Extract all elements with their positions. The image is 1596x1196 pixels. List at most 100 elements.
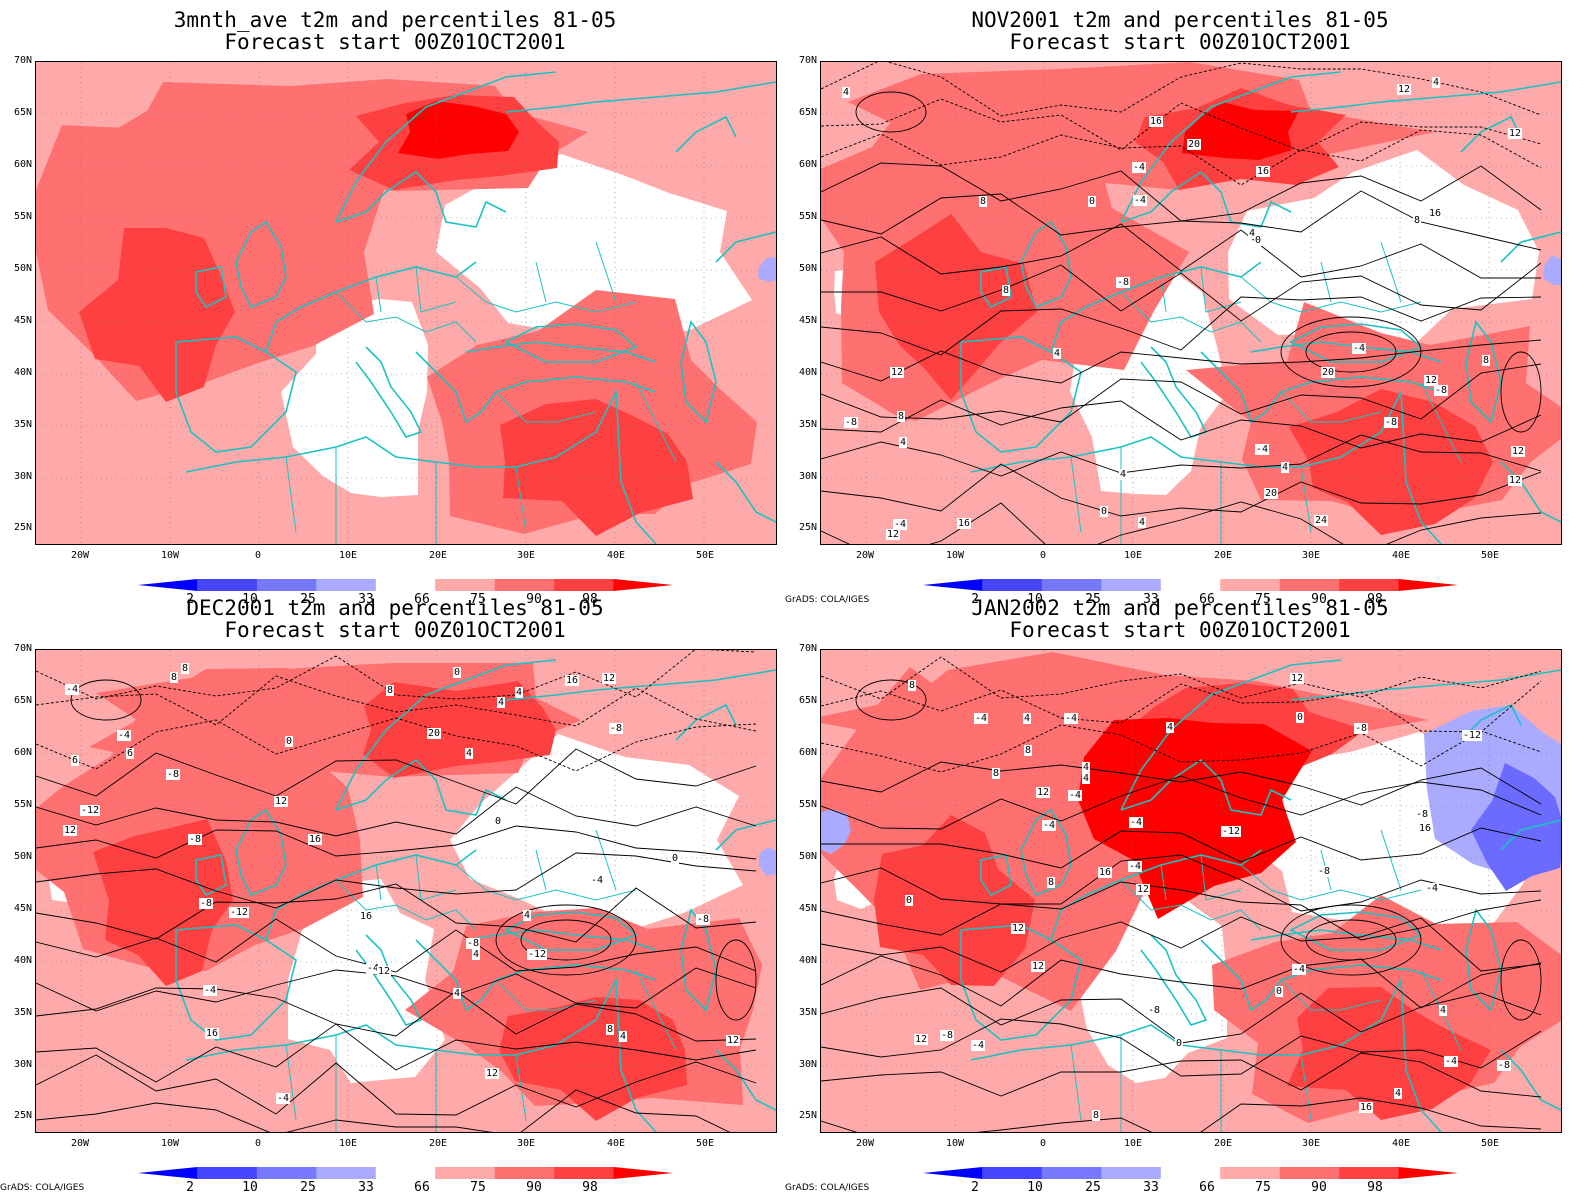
contour-label: 8 bbox=[386, 685, 395, 696]
map-panel-4: JAN2002 t2m and percentiles 81-05 Forecas… bbox=[785, 588, 1575, 1195]
contour-label: -4 bbox=[1133, 195, 1148, 206]
contour-label: 4 bbox=[1119, 469, 1128, 480]
contour-label: -12 bbox=[80, 805, 101, 816]
panel-title: JAN2002 t2m and percentiles 81-05 bbox=[971, 596, 1389, 620]
contour-label: -8 bbox=[1434, 385, 1449, 396]
latitude-label: 70N bbox=[798, 55, 817, 66]
longitude-label: 30E bbox=[1301, 1138, 1321, 1149]
contour-label: 0 bbox=[453, 667, 462, 678]
contour-label: 4 bbox=[1138, 517, 1147, 528]
contour-label: -4 bbox=[366, 963, 381, 974]
contour-label: 4 bbox=[619, 1031, 628, 1042]
contour-label: 8 bbox=[979, 196, 988, 207]
latitude-label: 55N bbox=[13, 211, 32, 222]
contour-label: 4 bbox=[1439, 1005, 1448, 1016]
latitude-label: 60N bbox=[798, 159, 817, 170]
contour-label: -12 bbox=[1462, 730, 1483, 741]
contour-label: -8 bbox=[1317, 866, 1332, 877]
colorbar bbox=[138, 576, 673, 591]
map-panel-3: DEC2001 t2m and percentiles 81-05 Forecas… bbox=[0, 588, 790, 1195]
latitude-label: 25N bbox=[13, 522, 32, 533]
latitude-label: 40N bbox=[13, 367, 32, 378]
contour-label: 16 bbox=[205, 1028, 220, 1039]
longitude-label: 20E bbox=[428, 550, 448, 561]
colorbar-label: 66 bbox=[414, 1180, 430, 1195]
longitude-label: 30E bbox=[516, 550, 536, 561]
colorbar-label: 10 bbox=[1027, 592, 1043, 607]
contour-label: 12 bbox=[890, 367, 905, 378]
contour-label: -8 bbox=[199, 898, 214, 909]
panel-title: NOV2001 t2m and percentiles 81-05 bbox=[971, 8, 1389, 32]
contour-label: 12 bbox=[274, 796, 289, 807]
colorbar-label: 10 bbox=[242, 592, 258, 607]
longitude-label: 50E bbox=[1480, 1138, 1500, 1149]
contour-label: 0 bbox=[1254, 235, 1263, 246]
colorbar-label: 25 bbox=[300, 1180, 316, 1195]
contour-label: 8 bbox=[1092, 1110, 1101, 1121]
contour-label: 12 bbox=[1397, 84, 1412, 95]
contour-label: 4 bbox=[1281, 462, 1290, 473]
contour-label: -4 bbox=[1042, 820, 1057, 831]
colorbar-label: 10 bbox=[242, 1180, 258, 1195]
contour-label: -4 bbox=[1132, 162, 1147, 173]
colorbar-label: 90 bbox=[526, 592, 542, 607]
longitude-label: 0 bbox=[1039, 550, 1047, 561]
contour-label: 0 bbox=[1175, 1038, 1184, 1049]
colorbar-label: 2 bbox=[971, 1180, 979, 1195]
latitude-label: 25N bbox=[798, 1110, 817, 1121]
contour-label: -8 bbox=[940, 1030, 955, 1041]
contour-label: 8 bbox=[1002, 285, 1011, 296]
longitude-label: 10W bbox=[945, 550, 965, 561]
longitude-label: 20W bbox=[70, 1138, 90, 1149]
colorbar-label: 90 bbox=[1311, 1180, 1327, 1195]
latitude-label: 35N bbox=[13, 1007, 32, 1018]
contour-label: -4 bbox=[1292, 964, 1307, 975]
longitude-label: 10W bbox=[945, 1138, 965, 1149]
latitude-label: 60N bbox=[13, 747, 32, 758]
contour-label: 4 bbox=[842, 87, 851, 98]
latitude-label: 50N bbox=[798, 851, 817, 862]
contour-label: -4 bbox=[1064, 713, 1079, 724]
contour-label: 4 bbox=[1432, 77, 1441, 88]
contour-label: 8 bbox=[992, 768, 1001, 779]
contour-label: -8 bbox=[166, 769, 181, 780]
contour-label: 20 bbox=[1264, 488, 1279, 499]
panel-title: 3mnth_ave t2m and percentiles 81-05 bbox=[173, 8, 617, 32]
colorbar-label: 90 bbox=[526, 1180, 542, 1195]
contour-label: -8 bbox=[844, 417, 859, 428]
contour-label: -4 bbox=[1425, 883, 1440, 894]
colorbar-label: 33 bbox=[358, 592, 374, 607]
latitude-label: 25N bbox=[798, 522, 817, 533]
contour-label: -8 bbox=[696, 914, 711, 925]
contour-label: 16 bbox=[1256, 166, 1271, 177]
contour-label: 20 bbox=[1187, 139, 1202, 150]
contour-label: 8 bbox=[170, 672, 179, 683]
panel-title: DEC2001 t2m and percentiles 81-05 bbox=[186, 596, 604, 620]
longitude-label: 10E bbox=[1123, 550, 1143, 561]
contour-label: 8 bbox=[1024, 745, 1033, 756]
latitude-label: 70N bbox=[13, 55, 32, 66]
contour-label: -12 bbox=[527, 949, 548, 960]
contour-label: 16 bbox=[565, 675, 580, 686]
contour-label: 16 bbox=[1149, 116, 1164, 127]
contour-label: 8 bbox=[897, 411, 906, 422]
colorbar-label: 98 bbox=[1367, 1180, 1383, 1195]
contour-label: -4 bbox=[1352, 343, 1367, 354]
contour-label: 0 bbox=[285, 736, 294, 747]
colorbar-label: 75 bbox=[1255, 592, 1271, 607]
contour-label: 12 bbox=[1136, 884, 1151, 895]
map-plot-area: -4 -8 4 4 -8 -4 4 0 -8 -4 4 0 -4 -8 4 8 8 12 0 4 12 16 8 4 12 8 16… bbox=[820, 61, 1562, 545]
contour-label: -8 bbox=[188, 834, 203, 845]
colorbar-label: 33 bbox=[358, 1180, 374, 1195]
longitude-label: 10W bbox=[160, 550, 180, 561]
longitude-label: 20W bbox=[855, 550, 875, 561]
colorbar-label: 25 bbox=[1085, 592, 1101, 607]
contour-label: 12 bbox=[1508, 128, 1523, 139]
contour-label: 12 bbox=[886, 529, 901, 540]
contour-label: 16 bbox=[1428, 208, 1443, 219]
contour-label: 12 bbox=[1031, 961, 1046, 972]
contour-label: -4 bbox=[1129, 817, 1144, 828]
contour-label: -4 bbox=[117, 730, 132, 741]
panel-subtitle: Forecast start 00Z01OCT2001 bbox=[1009, 30, 1351, 54]
contour-label: -8 bbox=[1116, 277, 1131, 288]
